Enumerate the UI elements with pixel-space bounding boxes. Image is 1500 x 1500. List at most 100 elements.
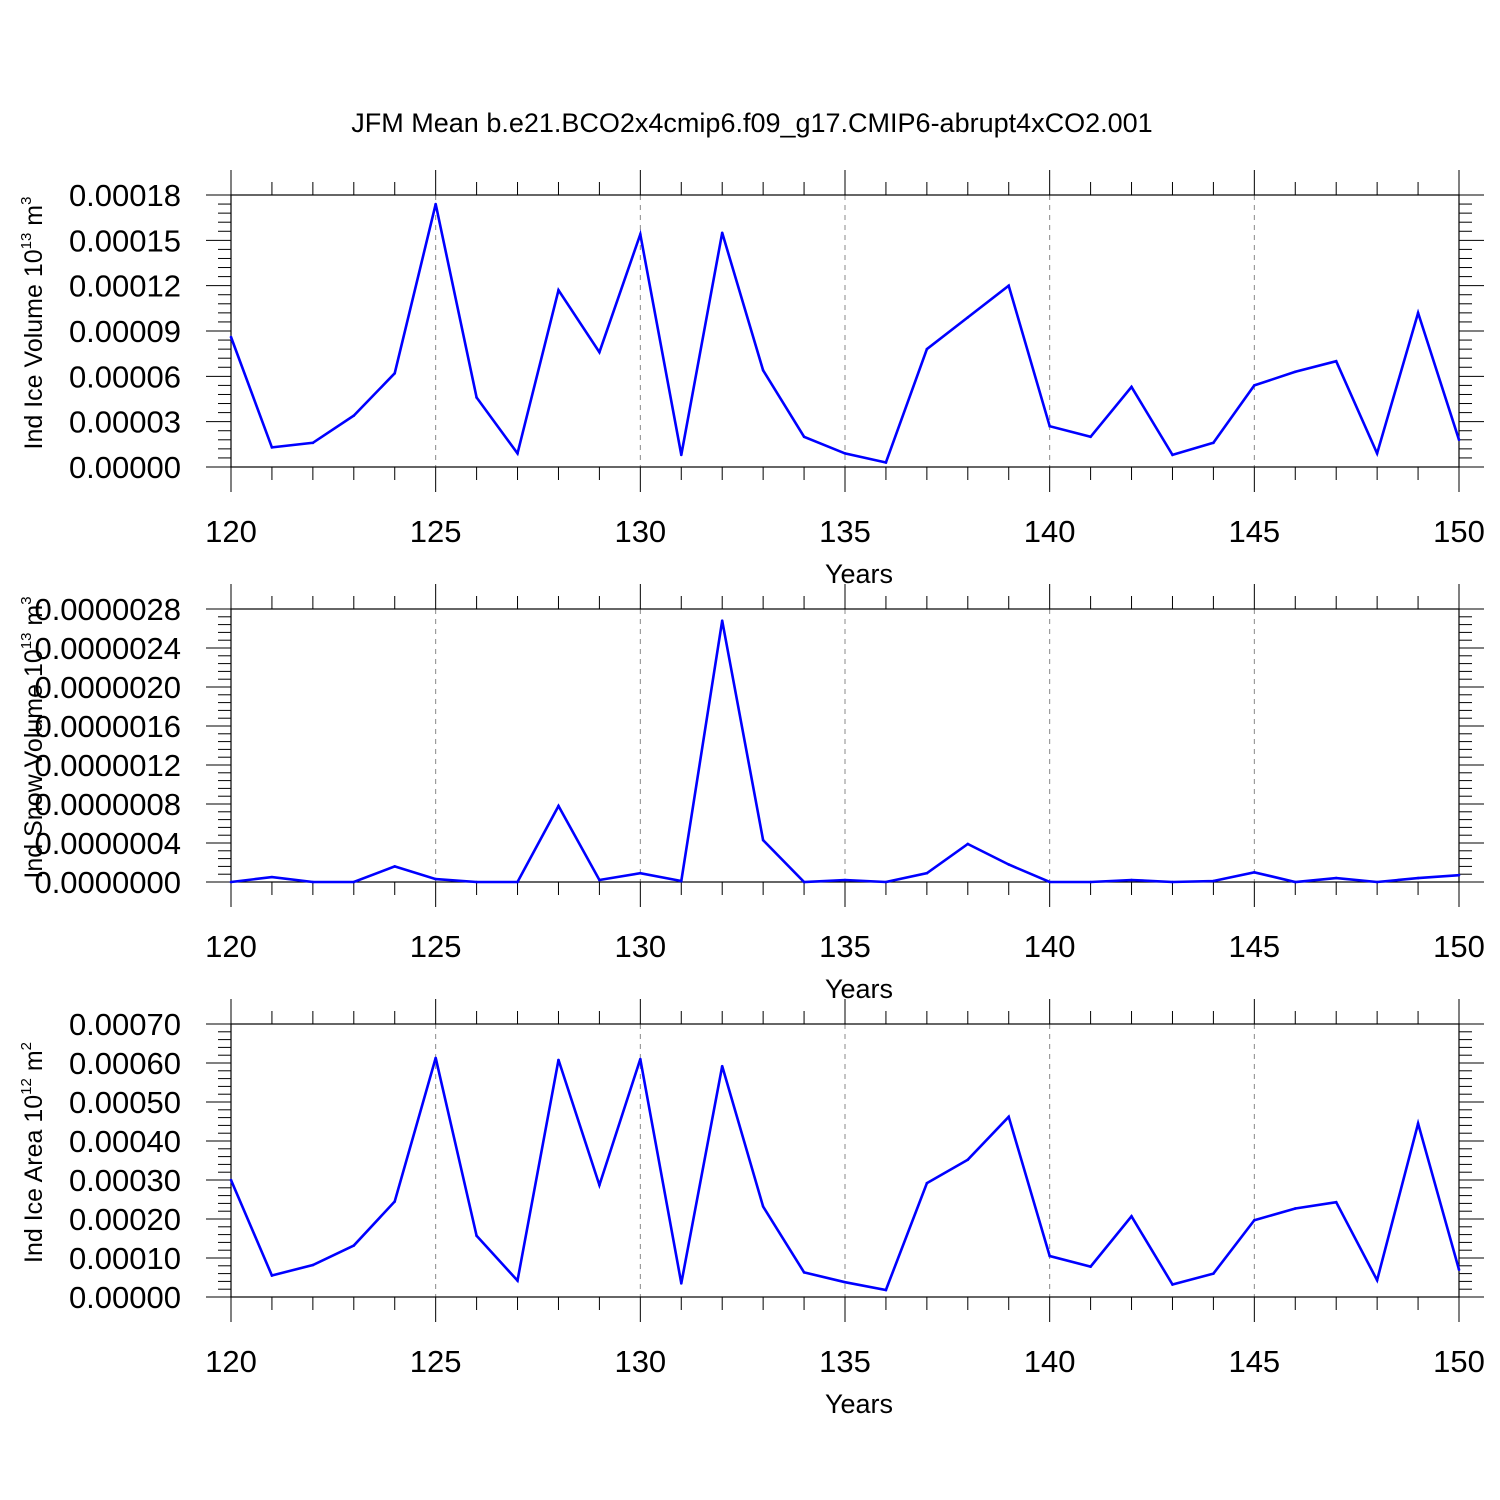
data-point — [1253, 870, 1256, 874]
x-tick-label: 145 — [1228, 514, 1280, 549]
data-point — [639, 232, 642, 236]
data-point — [434, 202, 437, 206]
data-point — [1375, 1278, 1379, 1282]
data-point — [1293, 370, 1297, 374]
data-point — [229, 335, 233, 339]
data-point — [1375, 880, 1379, 884]
data-point — [598, 350, 601, 354]
data-point — [229, 1178, 233, 1182]
y-axis-label-exponent: 13 — [18, 633, 35, 650]
x-tick-label: 135 — [819, 514, 871, 549]
data-point — [229, 880, 233, 884]
x-tick-label: 135 — [819, 929, 871, 964]
y-tick-label: 0.00006 — [69, 359, 181, 394]
x-tick-label: 145 — [1228, 929, 1280, 964]
data-point — [1171, 1283, 1174, 1286]
y-axis-label: Ind Snow Volume 1013 m3 — [18, 596, 48, 878]
data-point — [1048, 424, 1051, 428]
data-point — [843, 878, 847, 882]
data-point — [1212, 879, 1215, 883]
data-point — [516, 880, 519, 884]
data-point — [1171, 880, 1174, 884]
y-tick-label: 0.00070 — [69, 1007, 181, 1042]
x-axis-label: Years — [825, 974, 893, 1004]
data-point — [1334, 359, 1338, 363]
y-axis-label-unit: m — [20, 605, 48, 633]
data-point — [761, 838, 765, 842]
x-tick-label: 130 — [614, 1344, 666, 1379]
y-tick-label: 0.00030 — [69, 1163, 181, 1198]
data-point — [802, 1271, 806, 1274]
data-point — [1048, 880, 1051, 884]
data-point — [1334, 876, 1338, 880]
chart-panel-1: 120 125 130 135 140 145 150 Years 0.00000 0.00003… — [18, 170, 1485, 589]
data-point — [434, 1056, 437, 1060]
y-tick-label: 0.0000012 — [34, 748, 181, 783]
data-point — [1048, 1254, 1051, 1258]
x-tick-label: 140 — [1024, 1344, 1076, 1379]
y-tick-label: 0.0000016 — [34, 709, 181, 744]
chart-panel-2: 120 125 130 135 140 145 150 Years 0.0000000 0.000… — [18, 584, 1485, 1004]
data-point — [1457, 1268, 1461, 1271]
data-point — [802, 435, 806, 439]
y-tick-label: 0.0000028 — [34, 592, 181, 627]
data-point — [557, 288, 560, 292]
x-tick-label: 140 — [1024, 514, 1076, 549]
y-axis-label-text: Ind Ice Area 10 — [20, 1095, 48, 1263]
data-point — [270, 446, 274, 449]
data-point — [720, 1064, 724, 1068]
data-point — [1375, 452, 1379, 455]
y-tick-label: 0.0000008 — [34, 787, 181, 822]
data-point — [1253, 1218, 1256, 1222]
chart-panel-3: 120 125 130 135 140 145 150 Years 0.00000 0.00010… — [18, 999, 1485, 1419]
data-point — [1416, 311, 1420, 315]
data-point — [557, 804, 560, 808]
y-tick-label: 0.00015 — [69, 223, 181, 258]
data-point — [1089, 435, 1092, 439]
data-point — [884, 1288, 888, 1292]
y-axis-label-text: Ind Snow Volume 10 — [20, 649, 48, 878]
data-point — [598, 1183, 601, 1187]
data-point — [966, 316, 970, 319]
data-point — [475, 880, 478, 884]
x-tick-label: 130 — [614, 929, 666, 964]
y-axis-label-unit: m — [20, 205, 48, 233]
x-tick-label: 120 — [205, 514, 257, 549]
data-point — [352, 414, 356, 417]
data-point — [639, 871, 642, 875]
y-tick-label: 0.00003 — [69, 405, 181, 440]
x-tick-label: 150 — [1433, 1344, 1485, 1379]
data-point — [1130, 385, 1133, 389]
x-tick-label: 125 — [410, 929, 462, 964]
data-point — [557, 1058, 560, 1062]
data-point — [925, 1181, 929, 1185]
y-axis-label-unit: m — [20, 1050, 48, 1078]
data-point — [1007, 863, 1011, 866]
data-point — [843, 1280, 847, 1284]
data-point — [966, 842, 970, 846]
y-tick-label: 0.00050 — [69, 1085, 181, 1120]
y-axis-label: Ind Ice Volume 1013 m3 — [18, 197, 48, 450]
data-point — [393, 372, 397, 375]
y-tick-label: 0.00020 — [69, 1202, 181, 1237]
data-point — [1334, 1200, 1338, 1204]
y-tick-label: 0.00000 — [69, 450, 181, 485]
y-axis-label-exponent: 13 — [18, 233, 35, 250]
y-tick-label: 0.00000 — [69, 1280, 181, 1315]
data-point — [393, 1200, 397, 1203]
y-tick-label: 0.00060 — [69, 1046, 181, 1081]
data-point — [1293, 1207, 1297, 1210]
data-point — [884, 461, 888, 464]
data-point — [516, 452, 519, 455]
data-point — [1007, 1115, 1011, 1119]
series-line — [229, 203, 1461, 465]
data-point — [1089, 880, 1092, 884]
data-point — [884, 880, 888, 884]
data-point — [1253, 384, 1256, 387]
x-axis-label: Years — [825, 1389, 893, 1419]
data-point — [1293, 880, 1297, 884]
data-point — [1416, 876, 1420, 880]
data-point — [639, 1057, 642, 1061]
data-point — [311, 441, 315, 445]
